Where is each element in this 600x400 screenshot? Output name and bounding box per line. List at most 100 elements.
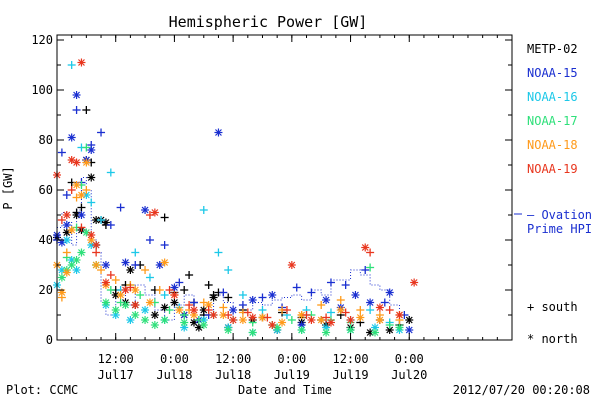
y-tick-label: 100 xyxy=(31,83,53,97)
star-d2 xyxy=(190,306,198,314)
data-point-north xyxy=(375,303,384,312)
y-tick-label: 60 xyxy=(39,183,53,197)
data-point-north xyxy=(248,296,257,304)
data-point-south xyxy=(145,236,154,244)
data-point-south xyxy=(57,148,66,157)
star-d2 xyxy=(141,306,149,314)
star-d2 xyxy=(68,226,76,234)
data-point-north xyxy=(141,316,150,324)
data-point-north xyxy=(356,313,365,322)
data-point-south xyxy=(160,291,169,299)
x-tick-date-label: Jul19 xyxy=(332,368,368,382)
data-point-north xyxy=(101,298,110,307)
data-point-south xyxy=(282,306,291,314)
data-point-north xyxy=(405,326,414,334)
x-tick-date-label: Jul18 xyxy=(156,368,192,382)
star-d2 xyxy=(298,326,306,334)
star-d2 xyxy=(210,294,217,301)
y-tick-label: 0 xyxy=(46,333,53,347)
y-tick-label: 120 xyxy=(31,33,53,47)
star-d2 xyxy=(102,261,110,269)
star-d2 xyxy=(112,311,120,319)
star-d2 xyxy=(92,241,100,249)
x-axis-label: Date and Time xyxy=(238,383,332,397)
data-point-north xyxy=(111,306,120,314)
data-point-north xyxy=(121,301,130,309)
data-point-north xyxy=(322,328,331,337)
ovation-hpi-layer xyxy=(57,177,410,323)
x-tick-time-label: 12:00 xyxy=(98,352,134,366)
data-point-north xyxy=(209,311,218,319)
star-d2 xyxy=(92,216,100,224)
data-point-north xyxy=(229,306,238,314)
data-point-south xyxy=(258,293,267,302)
data-point-south xyxy=(326,278,335,287)
star-d2 xyxy=(73,211,80,219)
data-point-south xyxy=(380,298,389,307)
chart-title: Hemispheric Power [GW] xyxy=(169,13,368,31)
star-d2 xyxy=(298,321,306,329)
data-point-south xyxy=(155,286,164,294)
star-d2 xyxy=(386,326,394,334)
star-d2 xyxy=(268,291,276,299)
star-d2 xyxy=(371,324,379,331)
star-d2 xyxy=(92,261,100,269)
data-point-north xyxy=(229,316,238,324)
star-d2 xyxy=(307,316,315,324)
legend: METP-02 NOAA-15 NOAA-16 NOAA-17 NOAA-18 NOAA-… xyxy=(514,42,592,346)
data-point-north xyxy=(209,293,218,302)
star-d2 xyxy=(126,266,134,274)
star-d2 xyxy=(322,329,330,336)
data-point-north xyxy=(248,328,257,337)
data-point-north xyxy=(131,301,140,309)
star-d2 xyxy=(87,146,95,154)
data-point-north xyxy=(371,328,380,337)
star-d2 xyxy=(87,241,95,249)
data-point-south xyxy=(106,271,115,279)
plot-frame xyxy=(56,34,513,341)
data-point-south xyxy=(175,278,184,287)
data-point-south xyxy=(224,266,233,274)
star-d2 xyxy=(410,279,418,286)
star-d2 xyxy=(78,249,85,256)
data-point-south xyxy=(326,308,335,317)
data-point-north xyxy=(77,58,86,67)
x-tick-date-label: Jul20 xyxy=(391,368,427,382)
legend-entry: METP-02 xyxy=(527,42,578,56)
data-point-south xyxy=(57,216,66,224)
data-point-south xyxy=(385,321,394,329)
x-tick-time-label: 0:00 xyxy=(160,352,189,366)
x-tick-time-label: 0:00 xyxy=(277,352,306,366)
data-point-south xyxy=(199,206,208,214)
star-d2 xyxy=(170,291,178,299)
star-d2 xyxy=(102,219,110,226)
star-d2 xyxy=(63,236,71,244)
star-d2 xyxy=(352,291,359,299)
star-d2 xyxy=(68,156,76,164)
star-d2 xyxy=(87,236,95,244)
data-point-north xyxy=(175,306,184,314)
data-point-north xyxy=(322,296,331,304)
data-point-north xyxy=(62,268,71,277)
data-point-south xyxy=(366,248,375,257)
data-point-south xyxy=(67,186,76,194)
data-point-south xyxy=(160,213,169,222)
star-d2 xyxy=(210,311,217,319)
data-point-north xyxy=(160,258,169,267)
star-d2 xyxy=(122,286,129,294)
data-point-south xyxy=(97,128,106,137)
data-point-north xyxy=(361,243,370,252)
star-d2 xyxy=(322,296,330,304)
data-point-south xyxy=(62,248,71,257)
star-d2 xyxy=(151,321,159,329)
data-point-south xyxy=(62,191,71,199)
star-d2 xyxy=(356,314,364,321)
data-point-south xyxy=(224,311,233,319)
legend-entry: NOAA-18 xyxy=(527,138,578,152)
footer-right: 2012/07/20 00:20:08 xyxy=(453,383,590,397)
star-d2 xyxy=(82,229,90,236)
star-d2 xyxy=(151,311,159,319)
star-d2 xyxy=(396,311,403,319)
data-point-south xyxy=(116,203,125,212)
